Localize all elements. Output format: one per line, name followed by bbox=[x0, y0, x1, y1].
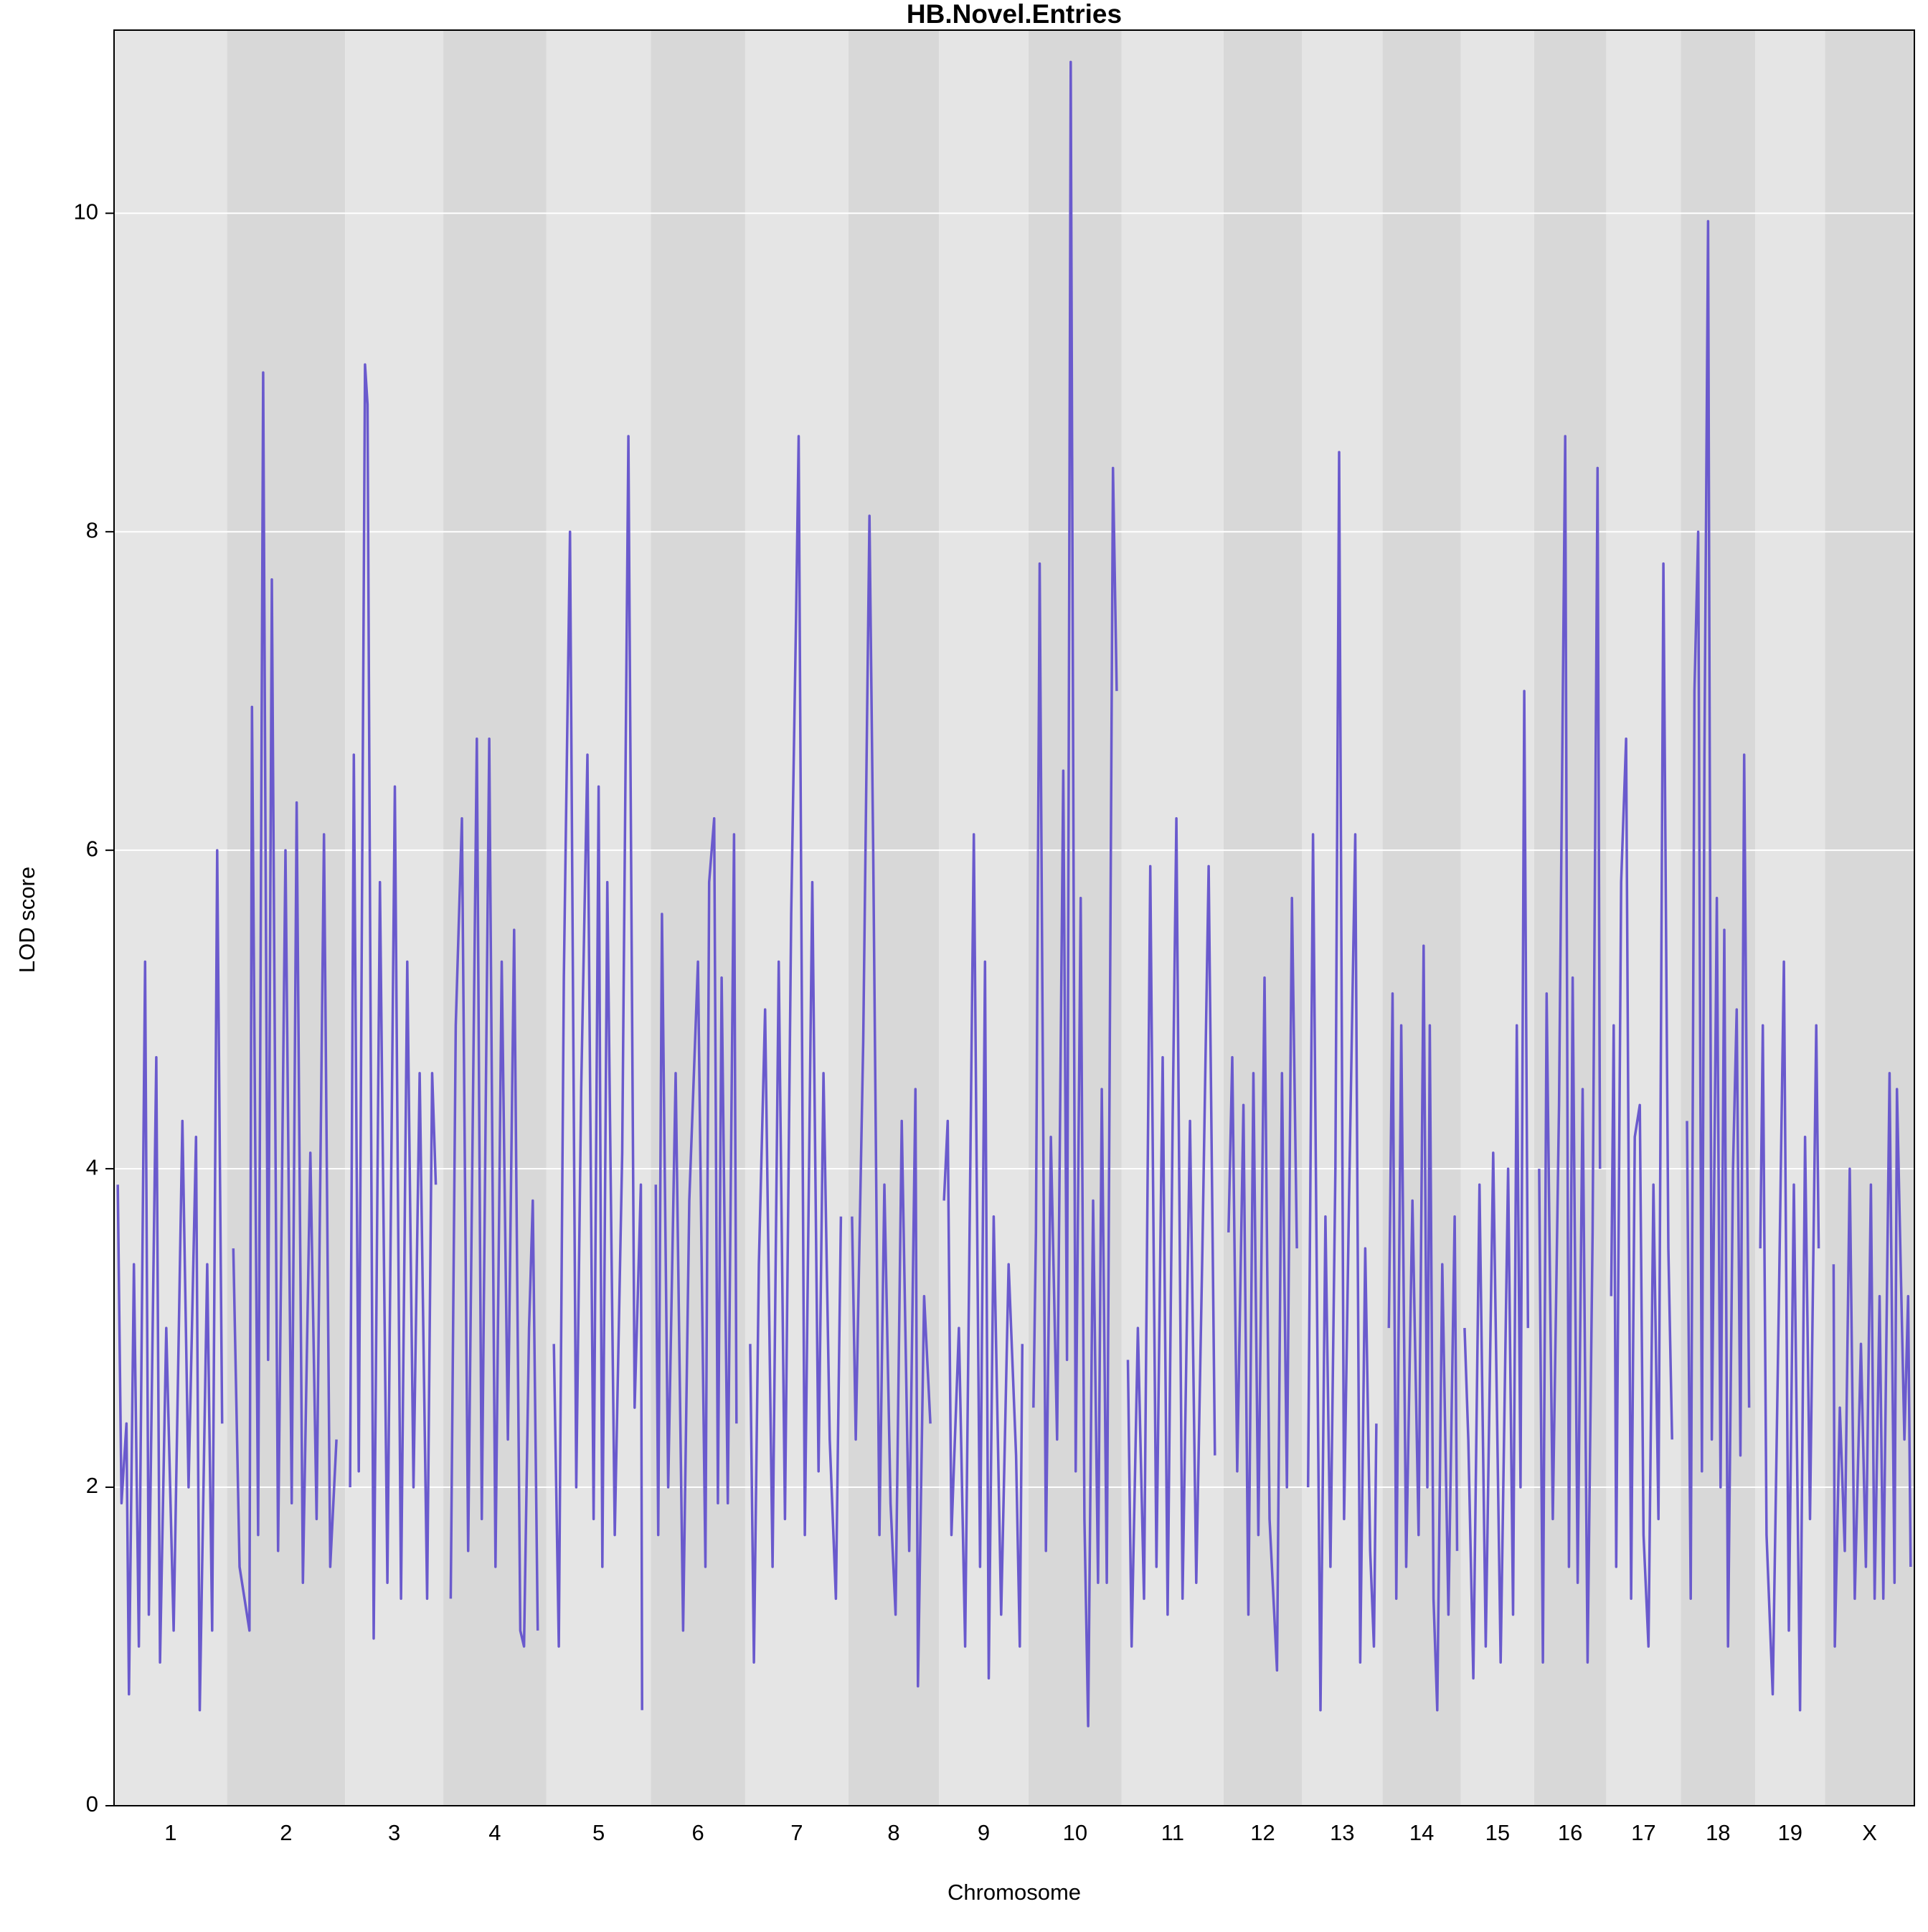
chart-title: HB.Novel.Entries bbox=[907, 0, 1122, 29]
x-tick-label: 13 bbox=[1330, 1820, 1354, 1845]
x-tick-label: 3 bbox=[388, 1820, 400, 1845]
chromosome-band bbox=[939, 30, 1029, 1806]
y-axis-label: LOD score bbox=[14, 867, 39, 973]
lod-line bbox=[749, 435, 843, 1664]
chromosome-band bbox=[1825, 30, 1914, 1806]
y-tick-label: 4 bbox=[86, 1154, 98, 1179]
lod-line bbox=[1306, 451, 1378, 1712]
x-tick-label: 10 bbox=[1063, 1820, 1087, 1845]
x-tick-label: 7 bbox=[790, 1820, 803, 1845]
lod-line bbox=[851, 514, 932, 1688]
x-tick-label: 11 bbox=[1161, 1820, 1184, 1845]
chromosome-band bbox=[651, 30, 745, 1806]
x-tick-label: 15 bbox=[1485, 1820, 1510, 1845]
x-axis-label: Chromosome bbox=[948, 1880, 1081, 1905]
chromosome-band bbox=[848, 30, 940, 1806]
lod-line bbox=[1538, 435, 1602, 1664]
x-tick-label: 17 bbox=[1631, 1820, 1655, 1845]
lod-line bbox=[1832, 1072, 1912, 1648]
lod-line bbox=[1463, 689, 1530, 1680]
x-tick-label: 18 bbox=[1706, 1820, 1730, 1845]
lod-line bbox=[349, 363, 438, 1640]
x-tick-label: 4 bbox=[488, 1820, 501, 1845]
y-tick-label: 0 bbox=[86, 1791, 98, 1816]
x-tick-label: X bbox=[1862, 1820, 1877, 1845]
lod-line bbox=[654, 817, 738, 1632]
plot-frame bbox=[113, 29, 1915, 1806]
x-tick-label: 1 bbox=[164, 1820, 176, 1845]
lod-line bbox=[552, 435, 643, 1710]
lod-line bbox=[1387, 944, 1459, 1712]
x-tick-label: 6 bbox=[692, 1820, 704, 1845]
lod-line bbox=[1227, 897, 1298, 1672]
x-tick-label: 19 bbox=[1778, 1820, 1802, 1845]
x-tick-label: 16 bbox=[1558, 1820, 1582, 1845]
y-tick-label: 6 bbox=[86, 836, 98, 861]
x-tick-label: 8 bbox=[887, 1820, 899, 1845]
x-tick-label: 5 bbox=[592, 1820, 605, 1845]
chromosome-band bbox=[745, 30, 849, 1806]
y-tick-label: 8 bbox=[86, 517, 98, 542]
y-tick-label: 10 bbox=[74, 199, 98, 224]
lod-line bbox=[1126, 817, 1216, 1648]
lod-line bbox=[232, 371, 338, 1632]
lod-line bbox=[942, 833, 1024, 1680]
lod-line bbox=[1032, 60, 1118, 1728]
lod-line bbox=[1686, 220, 1751, 1648]
lod-line bbox=[1610, 562, 1673, 1648]
lod-line bbox=[116, 849, 224, 1712]
lod-line bbox=[449, 738, 539, 1648]
x-tick-label: 14 bbox=[1409, 1820, 1434, 1845]
x-tick-label: 2 bbox=[280, 1820, 292, 1845]
x-tick-label: 9 bbox=[978, 1820, 990, 1845]
y-tick-label: 2 bbox=[86, 1473, 98, 1498]
line-layer bbox=[116, 60, 1912, 1728]
x-tick-label: 12 bbox=[1250, 1820, 1275, 1845]
chromosome-band bbox=[1223, 30, 1303, 1806]
lod-line bbox=[1759, 960, 1820, 1712]
